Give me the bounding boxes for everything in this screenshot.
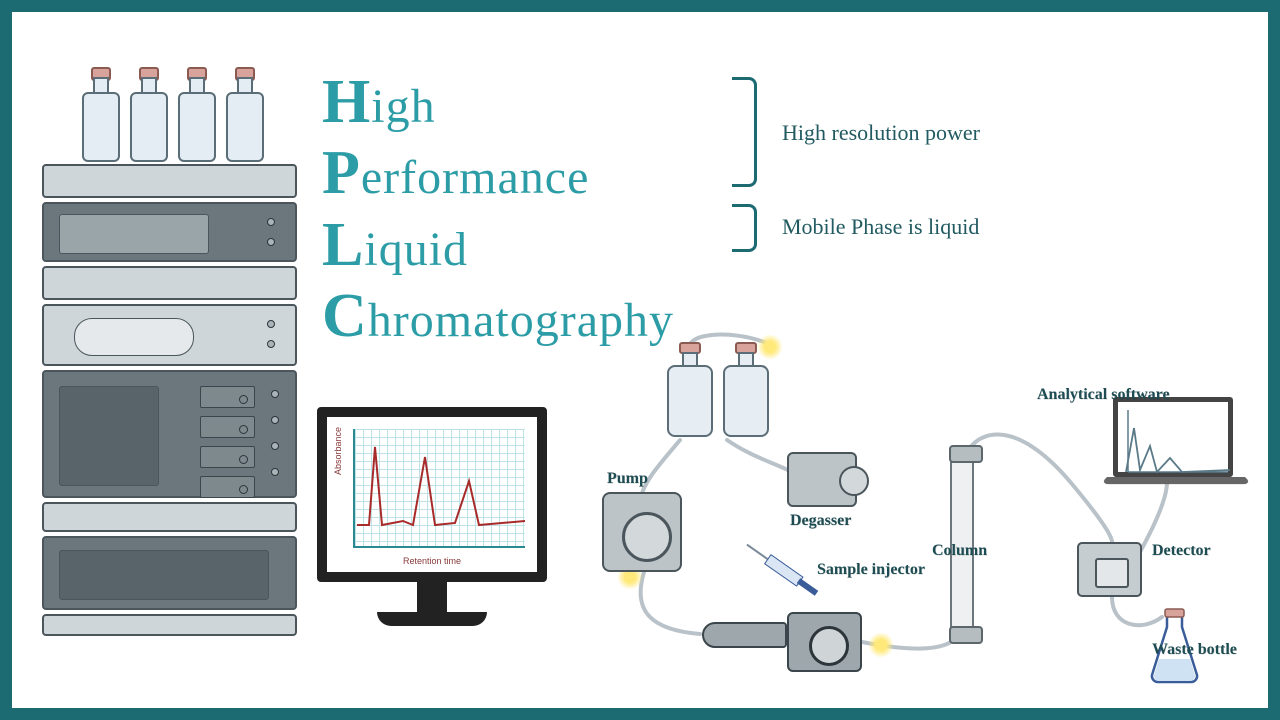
bottle-icon — [178, 67, 216, 162]
chart-x-label: Retention time — [327, 556, 537, 566]
label-degasser: Degasser — [790, 512, 851, 530]
title-line-high: High — [322, 67, 674, 138]
bottle-icon — [667, 342, 713, 437]
title-rest-performance: erformance — [361, 151, 590, 204]
monitor-stand — [417, 582, 447, 612]
solvent-bottles-top — [82, 67, 264, 162]
chart-y-label: Absorbance — [333, 427, 343, 475]
title-line-liquid: Liquid — [322, 210, 674, 281]
monitor-base — [377, 612, 487, 626]
detector-icon — [1077, 542, 1142, 597]
label-pump: Pump — [607, 470, 648, 488]
laptop-chart — [1122, 406, 1232, 476]
instrument-module — [42, 502, 297, 532]
instrument-module — [42, 202, 297, 262]
monitor: Absorbance Retention time — [317, 407, 547, 626]
instrument-module — [42, 614, 297, 636]
injector-arm-icon — [702, 622, 787, 648]
instrument-module — [42, 266, 297, 300]
title-rest-high: igh — [371, 80, 435, 133]
pump-icon — [602, 492, 682, 572]
laptop-icon — [1107, 397, 1237, 487]
instrument-module — [42, 370, 297, 498]
label-detector: Detector — [1152, 542, 1211, 560]
label-sample-injector-text: Sample injector — [817, 561, 925, 578]
annotation-hp: High resolution power — [782, 120, 980, 146]
highlight-dot — [868, 632, 894, 658]
label-sample-injector: Sample injector — [817, 562, 925, 579]
hplc-instrument — [42, 72, 297, 640]
label-waste-bottle-text: Waste bottle — [1152, 641, 1237, 658]
label-waste-bottle: Waste bottle — [1152, 642, 1237, 659]
title-line-chromatography: Chromatography — [322, 281, 674, 352]
sample-injector-icon — [787, 612, 862, 672]
title-line-performance: Performance — [322, 138, 674, 209]
bottle-icon — [723, 342, 769, 437]
annotation-liquid: Mobile Phase is liquid — [782, 214, 979, 240]
label-analytical-software: Analytical software — [1037, 387, 1170, 404]
instrument-module — [42, 304, 297, 366]
title-initial-h: H — [322, 68, 371, 136]
instrument-module — [42, 164, 297, 198]
bracket-liquid — [732, 204, 757, 252]
title-initial-p: P — [322, 139, 361, 207]
solvent-reservoirs — [667, 342, 775, 442]
bottle-icon — [130, 67, 168, 162]
drawer-icon — [200, 416, 255, 438]
bottle-icon — [226, 67, 264, 162]
drawer-icon — [200, 446, 255, 468]
drawer-icon — [200, 476, 255, 498]
instrument-module — [42, 536, 297, 610]
title-rest-liquid: iquid — [364, 223, 468, 276]
chromatogram-screen: Absorbance Retention time — [317, 407, 547, 582]
label-column: Column — [932, 542, 987, 560]
title-rest-chromatography: hromatography — [368, 294, 674, 347]
title-initial-l: L — [322, 211, 364, 279]
bottle-icon — [82, 67, 120, 162]
chromatogram-line — [355, 429, 527, 549]
title-initial-c: C — [322, 282, 368, 350]
hplc-title: High Performance Liquid Chromatography — [322, 67, 674, 352]
label-analytical-software-text: Analytical software — [1037, 386, 1170, 403]
bracket-hp — [732, 77, 757, 187]
degasser-icon — [787, 452, 857, 507]
syringe-icon — [754, 548, 820, 600]
drawer-icon — [200, 386, 255, 408]
